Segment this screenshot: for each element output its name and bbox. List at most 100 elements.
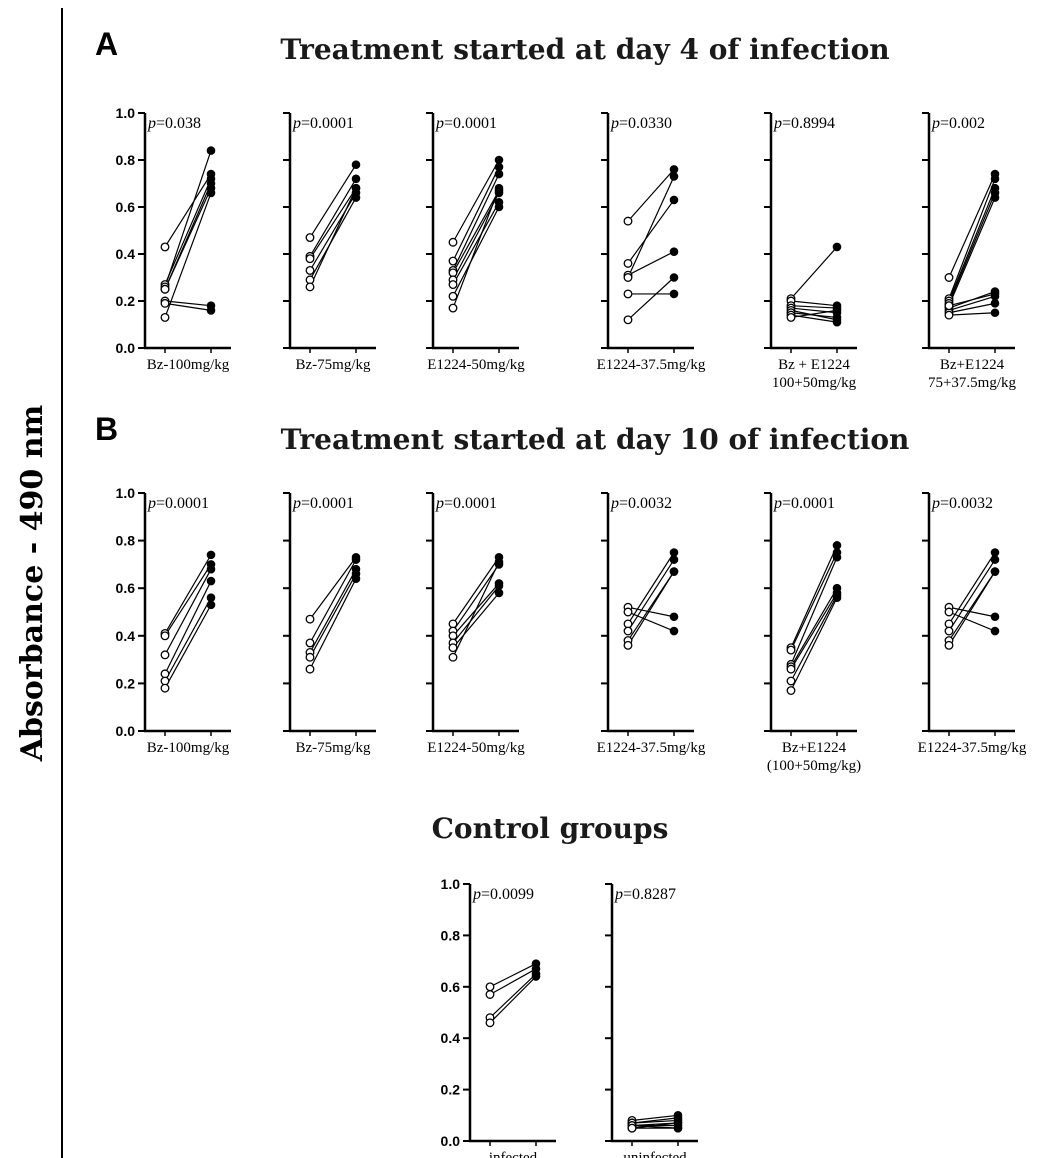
pre-point (485, 990, 495, 999)
pair-line (627, 251, 675, 276)
pair-line (790, 587, 838, 668)
post-point (673, 1118, 683, 1128)
x-category-label: Bz+E1224 (940, 357, 1005, 373)
chart-panel: p=0.002 Bz+E1224 75+37.5mg/kg (922, 112, 1017, 391)
post-point (351, 555, 361, 564)
y-tick-label: 0.4 (116, 246, 136, 262)
y-tick-label: 0.4 (441, 1030, 461, 1046)
pair-line (790, 309, 838, 319)
pre-point (786, 645, 796, 655)
post-point (832, 593, 842, 603)
post-point (206, 564, 216, 574)
pair-line (948, 302, 996, 314)
pair-line (164, 580, 212, 675)
p-symbol: p (773, 495, 782, 512)
x-category-label: infected (489, 1150, 538, 1158)
y-tick-label: 0.2 (116, 675, 136, 691)
p-value-label: p=0.0001 (435, 115, 497, 132)
y-tick-label: 0.0 (116, 340, 136, 356)
pair-line (452, 561, 500, 658)
p-value-label: p=0.038 (147, 115, 201, 132)
post-point (494, 588, 504, 598)
pre-point (160, 242, 170, 252)
pair-line (627, 277, 675, 321)
p-value: =0.0001 (444, 115, 497, 132)
pair-line (164, 302, 212, 311)
pre-point (485, 1018, 495, 1028)
pair-line (309, 178, 357, 257)
post-point (832, 306, 842, 315)
pre-point (448, 237, 458, 247)
p-value-label: p=0.0032 (610, 495, 672, 512)
y-tick-label: 0.6 (116, 580, 136, 596)
pre-point (944, 607, 954, 617)
p-symbol: p (614, 886, 623, 903)
y-tick-label: 0.2 (116, 293, 136, 309)
post-point (669, 555, 679, 564)
post-point (531, 972, 541, 981)
pair-line (489, 976, 537, 1024)
pair-line (489, 968, 537, 996)
pair-line (164, 178, 212, 285)
p-value-label: p=0.0001 (292, 495, 354, 512)
pair-line (452, 187, 500, 309)
post-point (832, 552, 842, 562)
post-point (494, 183, 504, 193)
pair-line (948, 293, 996, 307)
x-category-label: Bz + E1224 (778, 357, 850, 373)
p-value-label: p=0.8287 (614, 886, 676, 903)
pair-line (627, 169, 675, 222)
y-tick-label: 0.0 (441, 1133, 461, 1149)
x-category-label: E1224-37.5mg/kg (597, 357, 706, 373)
pair-line (489, 963, 537, 988)
post-point (669, 548, 679, 557)
pre-point (623, 216, 633, 226)
post-point (669, 626, 679, 636)
pre-point (623, 619, 633, 629)
p-value: =0.0330 (619, 115, 672, 132)
chart-panel: 0.0 0.2 0.4 0.6 0.8 1.0 p=0.0099 infected (441, 876, 556, 1158)
y-tick-label: 0.0 (116, 723, 136, 739)
p-symbol: p (292, 495, 301, 512)
y-tick-label: 0.6 (441, 979, 461, 995)
post-point (351, 574, 361, 583)
post-point (990, 548, 1000, 557)
post-point (669, 172, 679, 181)
post-point (990, 174, 1000, 184)
pre-point (944, 301, 954, 311)
post-point (990, 308, 1000, 318)
p-value: =0.0032 (940, 495, 993, 512)
p-value-label: p=0.0001 (292, 115, 354, 132)
panel-letter-b: B (95, 411, 118, 447)
pre-point (944, 640, 954, 650)
x-category-label: Bz-75mg/kg (296, 740, 371, 756)
p-symbol: p (931, 115, 940, 132)
pre-point (485, 982, 495, 992)
post-point (206, 306, 216, 315)
post-point (990, 555, 1000, 564)
chart-panel: p=0.0032 E1224-37.5mg/kg (918, 492, 1027, 756)
pre-point (944, 273, 954, 282)
post-point (206, 550, 216, 560)
x-category-label: Bz-100mg/kg (147, 740, 230, 756)
pair-line (790, 592, 838, 670)
pair-line (631, 1122, 679, 1129)
post-point (669, 195, 679, 205)
post-point (206, 600, 216, 610)
post-point (990, 299, 1000, 308)
p-value-label: p=0.0001 (147, 495, 209, 512)
post-point (832, 541, 842, 550)
pair-line (948, 178, 996, 299)
post-point (669, 289, 679, 299)
pre-point (305, 614, 315, 624)
post-point (669, 247, 679, 256)
pair-line (452, 206, 500, 297)
pair-line (790, 552, 838, 651)
x-category-label: E1224-37.5mg/kg (597, 740, 706, 756)
pre-point (305, 638, 315, 648)
pair-line (452, 564, 500, 632)
pair-line (790, 595, 838, 682)
pre-point (160, 683, 170, 693)
x-category-label: (100+50mg/kg) (767, 758, 861, 774)
pair-line (309, 573, 357, 658)
